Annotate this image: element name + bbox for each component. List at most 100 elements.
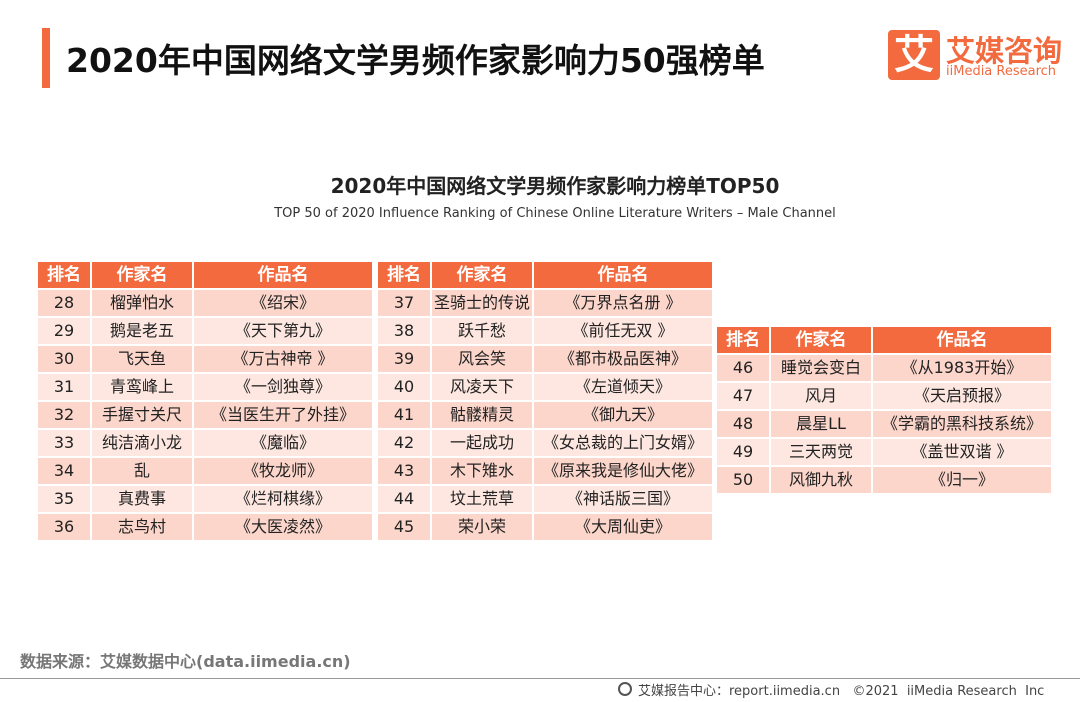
cell: 跃千愁	[432, 318, 534, 346]
ranking-table: 排名 作家名 作品名 37 圣骑士的传说 《万界点名册 》 38 跃千愁 《前任无双 》 39 风会…	[378, 262, 714, 542]
cell: 手握寸关尺	[92, 402, 194, 430]
cell: 荣小荣	[432, 514, 534, 542]
cell: 32	[38, 402, 92, 430]
table-row: 28 榴弹怕水 《绍宋》	[38, 290, 374, 318]
cell: 50	[717, 467, 771, 495]
table-row: 40 风凌天下 《左道倾天》	[378, 374, 714, 402]
cell: 34	[38, 458, 92, 486]
cell: 《前任无双 》	[534, 318, 714, 346]
divider	[0, 678, 1080, 679]
cell: 47	[717, 383, 771, 411]
table-row: 30 飞天鱼 《万古神帝 》	[38, 346, 374, 374]
header-cell: 排名	[378, 262, 432, 290]
cell: 30	[38, 346, 92, 374]
cell: 38	[378, 318, 432, 346]
cell: 37	[378, 290, 432, 318]
cell: 42	[378, 430, 432, 458]
table-row: 50 风御九秋 《归一》	[717, 467, 1053, 495]
cell: 飞天鱼	[92, 346, 194, 374]
header-cell: 作品名	[534, 262, 714, 290]
header-cell: 排名	[717, 327, 771, 355]
cell: 睡觉会变白	[771, 355, 873, 383]
table-row: 41 骷髅精灵 《御九天》	[378, 402, 714, 430]
cell: 《归一》	[873, 467, 1053, 495]
cell: 《从1983开始》	[873, 355, 1053, 383]
table-row: 48 晨星LL 《学霸的黑科技系统》	[717, 411, 1053, 439]
logo-name: 艾媒咨询	[946, 34, 1063, 68]
footer: 艾媒报告中心：report.iimedia.cn ©2021 iiMedia R…	[638, 684, 1045, 699]
header-cell: 作品名	[873, 327, 1053, 355]
cell: 40	[378, 374, 432, 402]
cell: 《神话版三国》	[534, 486, 714, 514]
cell: 《魔临》	[194, 430, 374, 458]
header-row: 排名 作家名 作品名	[717, 327, 1053, 355]
cell: 33	[38, 430, 92, 458]
cell: 49	[717, 439, 771, 467]
cell: 晨星LL	[771, 411, 873, 439]
cell: 坟土荒草	[432, 486, 534, 514]
ranking-table: 排名 作家名 作品名 46 睡觉会变白 《从1983开始》 47 风月 《天启预报》 48 晨星LL…	[717, 327, 1053, 495]
table-row: 49 三天两觉 《盖世双谐 》	[717, 439, 1053, 467]
cell: 《女总裁的上门女婿》	[534, 430, 714, 458]
cell: 风御九秋	[771, 467, 873, 495]
subtitle-en: TOP 50 of 2020 Influence Ranking of Chin…	[274, 206, 836, 221]
cell: 骷髅精灵	[432, 402, 534, 430]
cell: 48	[717, 411, 771, 439]
cell: 36	[38, 514, 92, 542]
table-row: 44 坟土荒草 《神话版三国》	[378, 486, 714, 514]
table-row: 29 鹅是老五 《天下第九》	[38, 318, 374, 346]
logo-sub: iiMedia Research	[946, 64, 1057, 79]
source: 数据来源：艾媒数据中心(data.iimedia.cn)	[20, 652, 351, 671]
cell: 29	[38, 318, 92, 346]
cell: 《左道倾天》	[534, 374, 714, 402]
cell: 《万界点名册 》	[534, 290, 714, 318]
cell: 31	[38, 374, 92, 402]
cell: 《天下第九》	[194, 318, 374, 346]
cell: 41	[378, 402, 432, 430]
table-row: 39 风会笑 《都市极品医神》	[378, 346, 714, 374]
cell: 《盖世双谐 》	[873, 439, 1053, 467]
title-bar	[42, 28, 50, 88]
table-row: 34 乱《牧龙师》	[38, 458, 374, 486]
header-cell: 作家名	[92, 262, 194, 290]
table-row: 33 纯洁滴小龙 《魔临》	[38, 430, 374, 458]
cell: 44	[378, 486, 432, 514]
header-cell: 作家名	[771, 327, 873, 355]
cell: 《原来我是修仙大佬》	[534, 458, 714, 486]
cell: 46	[717, 355, 771, 383]
footer-icon	[618, 682, 632, 696]
cell: 风凌天下	[432, 374, 534, 402]
cell: 《牧龙师》	[194, 458, 374, 486]
cell: 志鸟村	[92, 514, 194, 542]
cell: 《一剑独尊》	[194, 374, 374, 402]
cell: 《绍宋》	[194, 290, 374, 318]
cell: 木下雉水	[432, 458, 534, 486]
cell: 《学霸的黑科技系统》	[873, 411, 1053, 439]
cell: 35	[38, 486, 92, 514]
table-row: 47 风月 《天启预报》	[717, 383, 1053, 411]
cell: 榴弹怕水	[92, 290, 194, 318]
header-row: 排名 作家名 作品名	[378, 262, 714, 290]
header-row: 排名 作家名 作品名	[38, 262, 374, 290]
table-row: 32 手握寸关尺 《当医生开了外挂》	[38, 402, 374, 430]
cell: 风会笑	[432, 346, 534, 374]
header-cell: 排名	[38, 262, 92, 290]
cell: 《大周仙吏》	[534, 514, 714, 542]
cell: 纯洁滴小龙	[92, 430, 194, 458]
ranking-table: 排名 作家名 作品名 28 榴弹怕水 《绍宋》 29 鹅是老五 《天下第九》 30 飞天鱼 《万古神帝…	[38, 262, 374, 542]
cell: 风月	[771, 383, 873, 411]
cell: 《烂柯棋缘》	[194, 486, 374, 514]
table-row: 43 木下雉水 《原来我是修仙大佬》	[378, 458, 714, 486]
page-title: 2020年中国网络文学男频作家影响力50强榜单	[66, 41, 765, 80]
table-row: 45 荣小荣 《大周仙吏》	[378, 514, 714, 542]
cell: 28	[38, 290, 92, 318]
header-cell: 作品名	[194, 262, 374, 290]
table-row: 38 跃千愁 《前任无双 》	[378, 318, 714, 346]
table-row: 36 志鸟村 《大医凌然》	[38, 514, 374, 542]
cell: 鹅是老五	[92, 318, 194, 346]
table-row: 31 青鸾峰上 《一剑独尊》	[38, 374, 374, 402]
cell: 三天两觉	[771, 439, 873, 467]
cell: 圣骑士的传说	[432, 290, 534, 318]
table-row: 42 一起成功 《女总裁的上门女婿》	[378, 430, 714, 458]
